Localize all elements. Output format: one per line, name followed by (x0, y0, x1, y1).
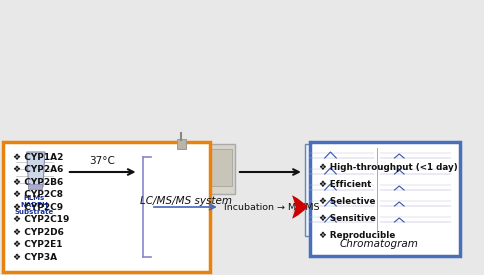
Text: Chromatogram: Chromatogram (339, 239, 418, 249)
Text: 37°C: 37°C (89, 156, 115, 166)
FancyBboxPatch shape (3, 142, 210, 272)
Text: Incubation → MS/MS: Incubation → MS/MS (223, 202, 318, 211)
Text: ❖ Reproducible: ❖ Reproducible (318, 230, 394, 240)
FancyBboxPatch shape (28, 184, 42, 189)
Text: ❖ CYP2C9: ❖ CYP2C9 (14, 202, 63, 211)
Text: ❖ CYP2C19: ❖ CYP2C19 (14, 215, 70, 224)
Text: ❖ Efficient: ❖ Efficient (318, 180, 371, 188)
Text: ❖ CYP2E1: ❖ CYP2E1 (14, 240, 63, 249)
Text: ❖ CYP2C8: ❖ CYP2C8 (14, 190, 63, 199)
FancyBboxPatch shape (176, 139, 186, 149)
Text: ❖ CYP2D6: ❖ CYP2D6 (14, 227, 64, 236)
Text: ❖ CYP1A2: ❖ CYP1A2 (14, 153, 63, 161)
Text: ❖ CYP3A: ❖ CYP3A (14, 252, 58, 262)
Text: ❖ Sensitive: ❖ Sensitive (318, 213, 375, 222)
Text: LC/MS/MS system: LC/MS/MS system (140, 196, 232, 206)
FancyBboxPatch shape (137, 144, 234, 194)
FancyBboxPatch shape (141, 148, 231, 186)
FancyBboxPatch shape (310, 142, 459, 256)
Text: ❖ CYP2A6: ❖ CYP2A6 (14, 165, 63, 174)
Text: ❖ Selective: ❖ Selective (318, 197, 375, 205)
Text: ❖ CYP2B6: ❖ CYP2B6 (14, 177, 63, 186)
Text: HLMs
NADPH
Substrate: HLMs NADPH Substrate (15, 195, 54, 215)
Text: ❖ High-throughput (<1 day): ❖ High-throughput (<1 day) (318, 163, 457, 172)
Polygon shape (8, 150, 62, 190)
FancyBboxPatch shape (304, 144, 454, 236)
Polygon shape (27, 152, 45, 187)
